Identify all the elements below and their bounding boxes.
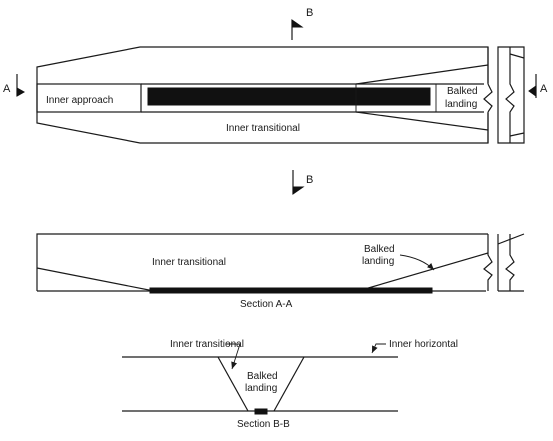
- label-bb-inner-horizontal: Inner horizontal: [389, 339, 458, 350]
- section-aa-right-piece: [497, 233, 525, 292]
- section-bb: Inner transitional Inner horizontal Balk…: [122, 339, 458, 430]
- bb-horizontal-leader: [371, 343, 386, 354]
- label-aa-balked-1: Balked: [364, 244, 395, 255]
- plan-right-piece-bottom-splay: [509, 132, 525, 137]
- section-b-marker-bottom: B: [292, 170, 313, 195]
- aa-balked-leader-arrow: [399, 254, 435, 271]
- runway-strip: [147, 87, 431, 106]
- section-aa-break-symbol: [483, 234, 493, 291]
- svg-text:A: A: [3, 83, 11, 95]
- label-inner-transitional-plan: Inner transitional: [226, 123, 300, 134]
- section-aa-runway: [149, 287, 433, 294]
- section-a-marker-left: A: [3, 74, 26, 97]
- plan-right-break-symbol: [505, 47, 515, 143]
- section-a-marker-right: A: [528, 74, 548, 98]
- section-aa-transitional-slope: [36, 267, 155, 292]
- inner-approach-area: [36, 83, 142, 113]
- plan-right-piece-top-splay: [509, 53, 525, 59]
- section-bb-right-side: [273, 356, 305, 412]
- section-bb-left-side: [217, 356, 249, 412]
- caption-section-aa: Section A-A: [240, 299, 293, 310]
- plan-break-symbol: [483, 83, 493, 113]
- label-aa-inner-transitional: Inner transitional: [152, 257, 226, 268]
- svg-text:B: B: [306, 7, 313, 19]
- balked-splay-bottom: [355, 111, 489, 131]
- balked-landing-rect: [355, 83, 437, 113]
- balked-splay-top: [355, 64, 489, 85]
- section-aa-outline: [36, 233, 488, 291]
- label-balked-plan-2: landing: [445, 99, 477, 110]
- label-bb-balked-1: Balked: [247, 371, 278, 382]
- section-bb-runway: [254, 408, 268, 415]
- label-aa-balked-2: landing: [362, 256, 394, 267]
- section-aa-balked-slope: [357, 252, 489, 292]
- label-bb-balked-2: landing: [245, 383, 277, 394]
- label-bb-inner-transitional: Inner transitional: [170, 339, 244, 350]
- section-b-marker-top: B: [291, 7, 313, 40]
- section-aa: Inner transitional Balked landing Sectio…: [36, 233, 525, 310]
- svg-text:A: A: [540, 83, 548, 95]
- caption-section-bb: Section B-B: [237, 419, 290, 430]
- label-inner-approach: Inner approach: [46, 95, 113, 106]
- bb-transitional-leader: [226, 343, 241, 370]
- label-balked-plan-1: Balked: [447, 86, 478, 97]
- svg-text:B: B: [306, 174, 313, 186]
- plan-view: Inner approach Inner transitional Balked…: [3, 7, 548, 195]
